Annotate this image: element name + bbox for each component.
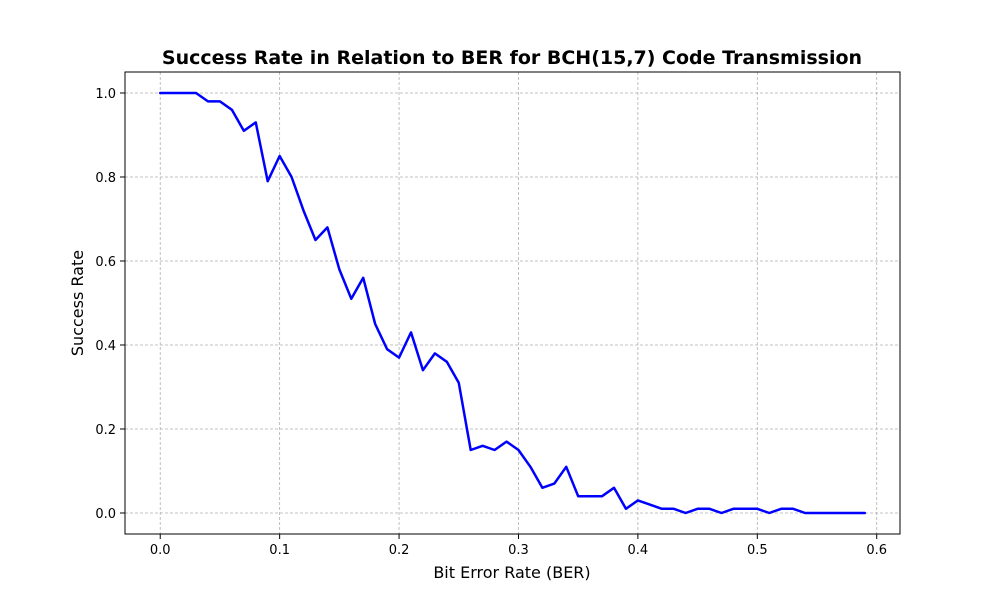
data-point [864, 512, 866, 514]
data-point [171, 92, 173, 94]
data-point [756, 508, 758, 510]
data-point [434, 352, 436, 354]
data-point [637, 499, 639, 501]
data-point [577, 495, 579, 497]
data-point [768, 512, 770, 514]
data-point [386, 348, 388, 350]
x-tick-label: 0.3 [508, 543, 529, 558]
data-point [291, 176, 293, 178]
x-tick-label: 0.5 [747, 543, 768, 558]
data-point [673, 508, 675, 510]
data-point [326, 226, 328, 228]
data-point [625, 508, 627, 510]
data-point [207, 100, 209, 102]
data-point [314, 239, 316, 241]
y-tick-label: 0.8 [95, 171, 116, 186]
y-tick-label: 0.2 [95, 423, 116, 438]
data-point [410, 331, 412, 333]
data-point [517, 449, 519, 451]
y-tick-label: 0.0 [95, 507, 116, 522]
data-point [852, 512, 854, 514]
data-point [661, 508, 663, 510]
data-point [195, 92, 197, 94]
data-point [219, 100, 221, 102]
x-tick-label: 0.4 [628, 543, 649, 558]
data-point [446, 361, 448, 363]
data-point [159, 92, 161, 94]
series-layer [158, 91, 867, 515]
data-point [720, 512, 722, 514]
data-point [338, 268, 340, 270]
data-point [553, 483, 555, 485]
data-point [506, 441, 508, 443]
chart-title: Success Rate in Relation to BER for BCH(… [162, 47, 862, 69]
x-tick-label: 0.2 [389, 543, 410, 558]
data-point [529, 466, 531, 468]
data-point [744, 508, 746, 510]
grid-lines [125, 72, 900, 534]
data-point [482, 445, 484, 447]
data-point [780, 508, 782, 510]
data-point [613, 487, 615, 489]
data-point [458, 382, 460, 384]
data-point [828, 512, 830, 514]
data-point [374, 323, 376, 325]
x-tick-label: 0.6 [866, 543, 887, 558]
data-point [649, 504, 651, 506]
x-axis-ticks: 0.0 0.1 0.2 0.3 0.4 0.5 0.6 [150, 534, 887, 558]
data-point [470, 449, 472, 451]
y-tick-label: 0.6 [95, 255, 116, 270]
y-axis-label: Success Rate [68, 250, 87, 356]
y-tick-label: 1.0 [95, 87, 116, 102]
data-point [565, 466, 567, 468]
data-point [243, 130, 245, 132]
data-point [494, 449, 496, 451]
data-point [422, 369, 424, 371]
y-tick-label: 0.4 [95, 339, 116, 354]
data-point [792, 508, 794, 510]
y-axis-ticks: 0.0 0.2 0.4 0.6 0.8 1.0 [95, 87, 125, 522]
data-point [350, 298, 352, 300]
data-point [303, 210, 305, 212]
data-point [685, 512, 687, 514]
data-point [840, 512, 842, 514]
data-point [541, 487, 543, 489]
x-tick-label: 0.0 [150, 543, 171, 558]
data-point [709, 508, 711, 510]
data-point [362, 277, 364, 279]
x-tick-label: 0.1 [269, 543, 290, 558]
data-point [255, 121, 257, 123]
x-axis-label: Bit Error Rate (BER) [433, 563, 590, 582]
data-point [732, 508, 734, 510]
data-point [231, 109, 233, 111]
data-point [267, 180, 269, 182]
series-line-0 [158, 91, 867, 515]
plot-area-frame [124, 71, 901, 535]
data-point [697, 508, 699, 510]
data-point [589, 495, 591, 497]
data-point [279, 155, 281, 157]
data-point [601, 495, 603, 497]
data-point [398, 357, 400, 359]
data-point [804, 512, 806, 514]
data-point [816, 512, 818, 514]
data-point [183, 92, 185, 94]
